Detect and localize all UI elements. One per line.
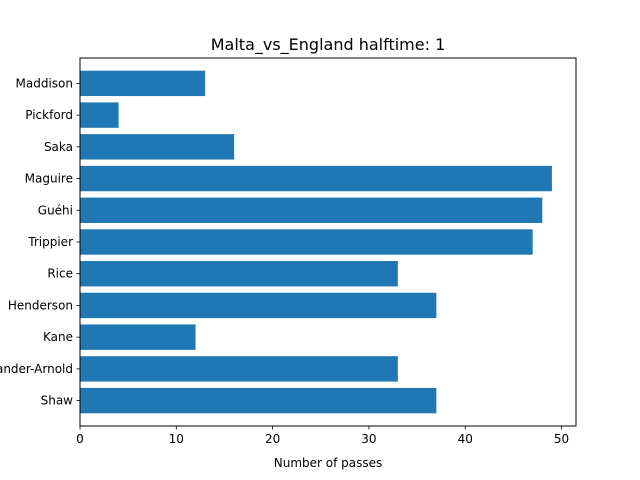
- y-tick-label: Saka: [44, 140, 73, 154]
- bar-saka: [80, 134, 235, 160]
- y-axis-ticks: Maddison Pickford Saka Maguire Guéhi Trippier…: [0, 76, 80, 408]
- bar-alexander-arnold: [80, 356, 398, 382]
- x-tick-label: 20: [265, 432, 280, 446]
- x-tick-label: 30: [361, 432, 376, 446]
- bar-trippier: [80, 229, 533, 255]
- y-tick-label: Maguire: [25, 172, 73, 186]
- y-tick-label: Alexander-Arnold: [0, 362, 73, 376]
- bar-rice: [80, 261, 398, 287]
- bar-kane: [80, 324, 196, 350]
- y-tick-label: Kane: [43, 330, 73, 344]
- bars-group: [80, 70, 552, 414]
- x-tick-label: 0: [76, 432, 84, 446]
- bar-maguire: [80, 165, 552, 192]
- y-tick-label: Shaw: [41, 394, 74, 408]
- y-tick-label: Rice: [47, 267, 73, 281]
- y-tick-label: Guéhi: [38, 203, 73, 217]
- bar-henderson: [80, 292, 437, 319]
- plot-frame: [79, 57, 577, 427]
- x-tick-label: 10: [169, 432, 184, 446]
- x-tick-label: 40: [458, 432, 473, 446]
- y-tick-label: Pickford: [25, 108, 73, 122]
- bar-shaw: [80, 387, 437, 414]
- x-axis-label: Number of passes: [274, 456, 383, 470]
- y-tick-label: Trippier: [27, 235, 73, 249]
- bar-pickford: [80, 102, 119, 128]
- y-tick-label: Maddison: [16, 76, 73, 90]
- chart-title: Malta_vs_England halftime: 1: [211, 35, 446, 55]
- y-tick-label: Henderson: [8, 298, 73, 312]
- bar-gu-hi: [80, 197, 543, 223]
- x-axis-ticks: 0 10 20 30 40 50: [76, 426, 569, 446]
- bar-maddison: [80, 70, 206, 97]
- x-tick-label: 50: [554, 432, 569, 446]
